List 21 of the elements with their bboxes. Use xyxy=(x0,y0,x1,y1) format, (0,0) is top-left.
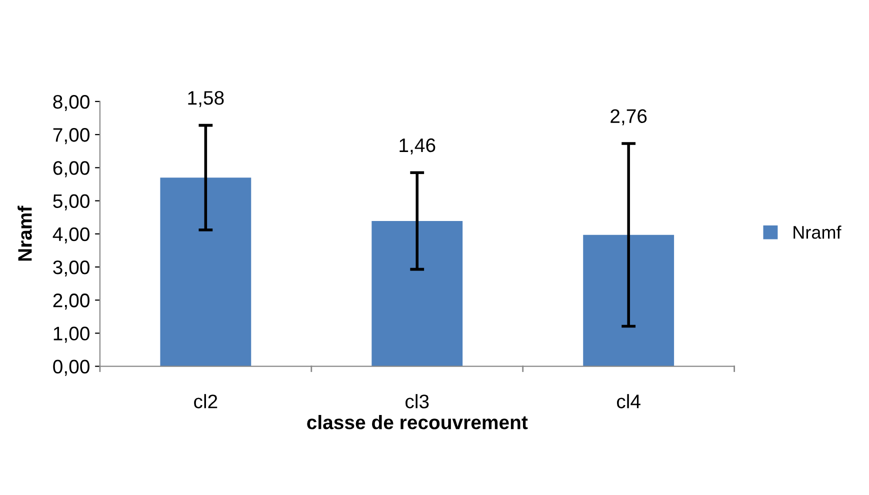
y-tick-label: 3,00 xyxy=(53,260,90,277)
x-tick-label: cl4 xyxy=(616,394,640,408)
x-tick-label: cl3 xyxy=(406,394,429,408)
y-tick-label: 0,00 xyxy=(53,360,90,376)
bar xyxy=(372,220,463,366)
y-tick-label: 4,00 xyxy=(52,227,90,244)
y-tick-label: 7,00 xyxy=(53,128,90,144)
x-axis-title: classe de recouvrement xyxy=(307,414,528,430)
bar xyxy=(160,178,252,366)
annotation: 1,58 xyxy=(188,91,224,108)
x-tick-label: cl2 xyxy=(194,394,218,408)
y-tick-label: 5,00 xyxy=(53,194,90,210)
annotation: 2,76 xyxy=(610,109,647,126)
y-axis-title: Nramf xyxy=(18,206,32,261)
legend-label: Nramf xyxy=(794,226,842,239)
y-tick-label: 6,00 xyxy=(53,161,90,178)
bar xyxy=(583,234,674,366)
y-tick-label: 2,00 xyxy=(53,294,90,310)
y-tick-label: 1,00 xyxy=(54,326,90,343)
y-tick-label: 8,00 xyxy=(53,94,90,112)
annotation: 1,46 xyxy=(400,138,436,154)
